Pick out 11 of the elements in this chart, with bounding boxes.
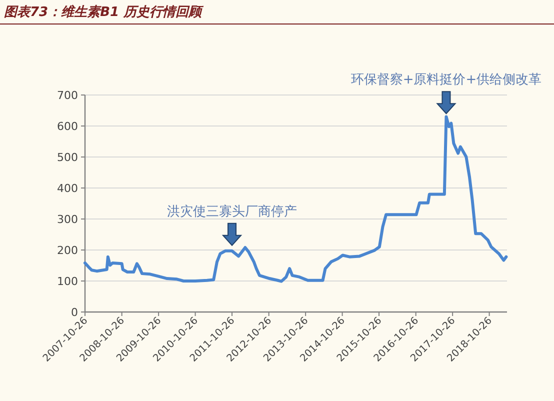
y-tick-label: 600 — [57, 120, 78, 133]
annotation: 环保督察+原料挺价+供给侧改革 — [350, 72, 542, 88]
y-tick-label: 0 — [71, 306, 78, 319]
y-tick-label: 300 — [57, 213, 78, 226]
y-tick-label: 500 — [57, 151, 78, 164]
annotation: 洪灾使三寡头厂商停产 — [167, 203, 298, 220]
y-tick-label: 100 — [57, 275, 78, 288]
y-tick-label: 200 — [57, 244, 78, 257]
chart-title: 图表73：维生素B1 历史行情回顾 — [4, 4, 205, 20]
y-tick-label: 400 — [57, 182, 78, 195]
y-tick-label: 700 — [57, 89, 78, 102]
